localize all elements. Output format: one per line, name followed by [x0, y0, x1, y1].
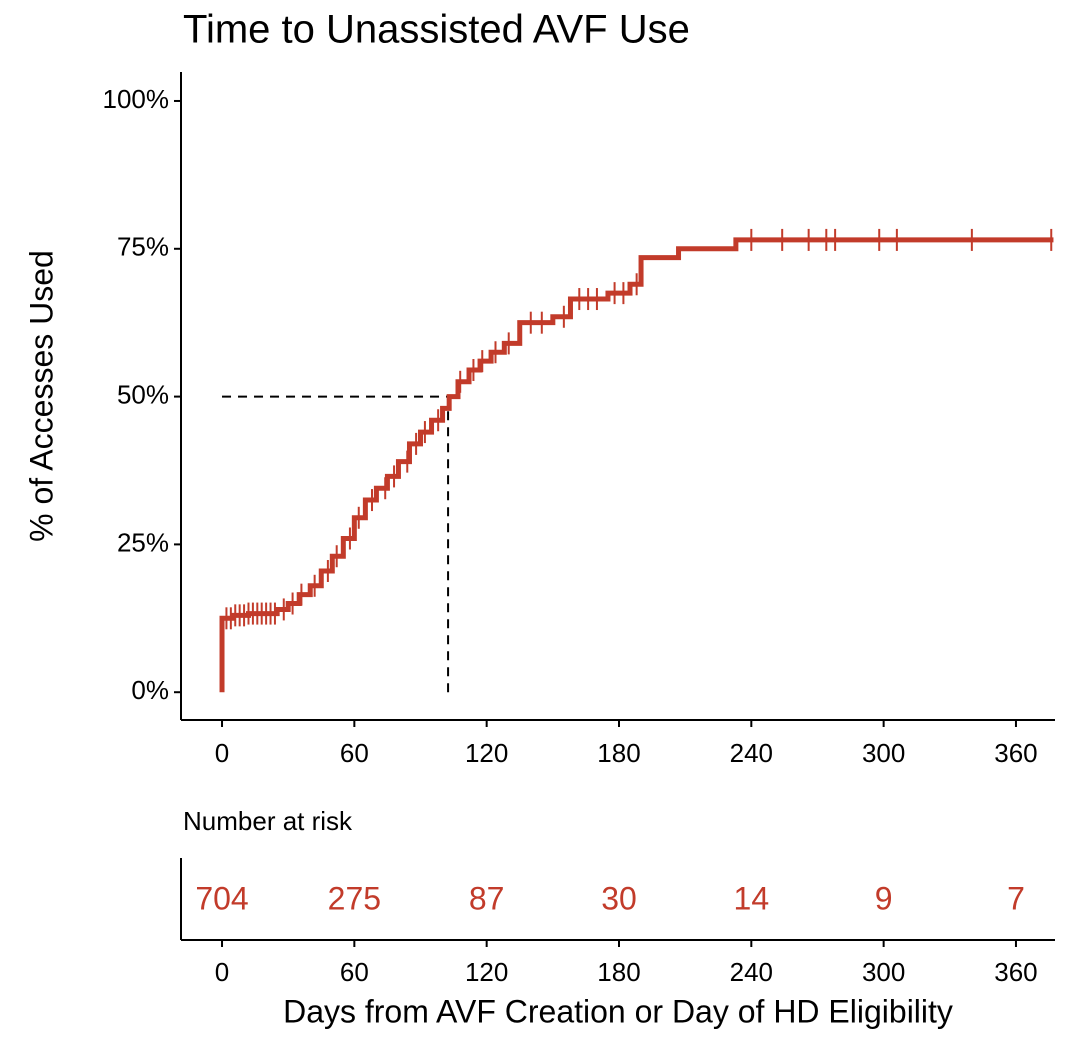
risk-x-tick-label: 0	[215, 957, 229, 987]
y-tick-label: 100%	[103, 84, 170, 114]
x-tick-label: 360	[994, 738, 1037, 768]
risk-value: 275	[328, 880, 381, 916]
risk-value: 30	[601, 880, 637, 916]
x-tick-label: 180	[597, 738, 640, 768]
risk-table-title: Number at risk	[183, 806, 353, 836]
x-tick-label: 0	[215, 738, 229, 768]
risk-value: 9	[875, 880, 893, 916]
y-tick-label: 25%	[117, 527, 169, 557]
y-tick-label: 0%	[131, 675, 169, 705]
risk-value: 87	[469, 880, 505, 916]
risk-value: 704	[195, 880, 248, 916]
risk-x-tick-label: 240	[730, 957, 773, 987]
x-tick-label: 120	[465, 738, 508, 768]
y-axis-label: % of Accesses Used	[23, 250, 59, 542]
chart-title: Time to Unassisted AVF Use	[183, 8, 690, 52]
risk-x-tick-label: 300	[862, 957, 905, 987]
risk-x-tick-label: 360	[994, 957, 1037, 987]
risk-value: 14	[734, 880, 770, 916]
risk-x-tick-label: 120	[465, 957, 508, 987]
x-tick-label: 60	[340, 738, 369, 768]
risk-x-tick-label: 60	[340, 957, 369, 987]
y-tick-label: 75%	[117, 232, 169, 262]
x-tick-label: 240	[730, 738, 773, 768]
x-tick-label: 300	[862, 738, 905, 768]
y-tick-label: 50%	[117, 379, 169, 409]
risk-value: 7	[1007, 880, 1025, 916]
survival-curve	[219, 237, 1054, 693]
x-axis-label: Days from AVF Creation or Day of HD Elig…	[283, 993, 953, 1029]
risk-x-tick-label: 180	[597, 957, 640, 987]
